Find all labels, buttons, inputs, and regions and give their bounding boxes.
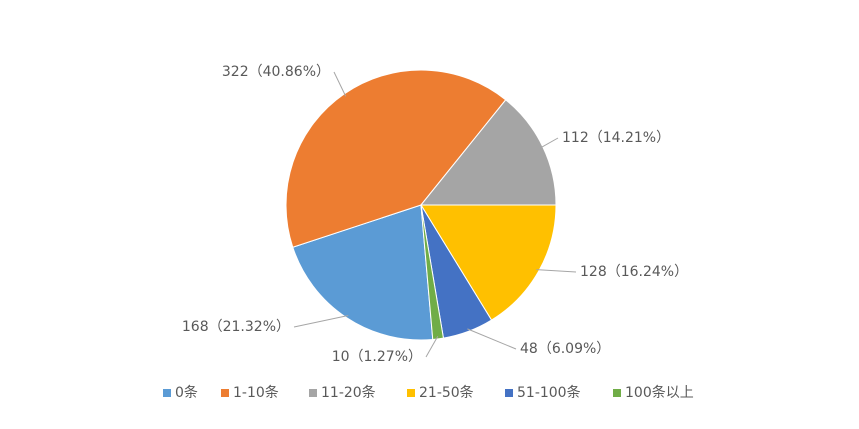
leader-line bbox=[467, 328, 517, 350]
legend-label: 1-10条 bbox=[233, 384, 279, 401]
data-label: 322（40.86%） bbox=[222, 64, 330, 80]
pie-slice bbox=[420, 204, 557, 321]
legend-swatch bbox=[505, 389, 513, 397]
legend-label: 21-50条 bbox=[419, 384, 474, 401]
leader-line bbox=[425, 335, 439, 358]
leader-line bbox=[293, 314, 349, 328]
leader-line bbox=[536, 269, 577, 273]
legend-swatch bbox=[221, 389, 229, 397]
leader-line bbox=[540, 137, 559, 149]
legend-swatch bbox=[407, 389, 415, 397]
legend-label: 0条 bbox=[175, 384, 198, 401]
legend-label: 100条以上 bbox=[625, 384, 694, 401]
data-label: 48（6.09%） bbox=[520, 341, 610, 357]
data-label: 10（1.27%） bbox=[332, 349, 422, 365]
legend-swatch bbox=[613, 389, 621, 397]
data-label: 168（21.32%） bbox=[182, 319, 290, 335]
legend-label: 51-100条 bbox=[517, 384, 581, 401]
pie-slice bbox=[420, 204, 445, 341]
legend-swatch bbox=[309, 389, 317, 397]
legend-label: 11-20条 bbox=[321, 384, 376, 401]
pie-slice bbox=[292, 204, 434, 341]
leader-line bbox=[333, 71, 347, 97]
data-label: 128（16.24%） bbox=[580, 264, 688, 280]
data-label: 112（14.21%） bbox=[562, 130, 670, 146]
legend-swatch bbox=[163, 389, 171, 397]
